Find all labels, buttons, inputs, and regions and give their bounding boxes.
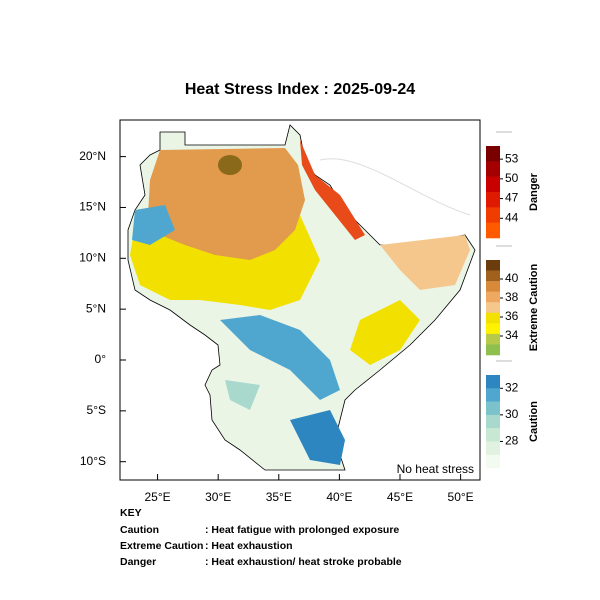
x-tick-label: 45°E (387, 490, 413, 504)
y-tick-label: 15°N (79, 200, 106, 214)
key: KEY Caution : Heat fatigue with prolonge… (120, 507, 402, 568)
heat-zone (290, 410, 345, 465)
colorbar-segment (486, 401, 500, 416)
colorbar-segment (486, 388, 500, 402)
colorbar-segment (486, 281, 500, 292)
heat-zone (380, 235, 470, 290)
annotation: No heat stress (397, 462, 474, 476)
key-desc: : Heat exhaustion/ heat stroke probable (205, 556, 402, 568)
colorbar-label: 28 (505, 434, 519, 448)
colorbar-segment (486, 260, 500, 271)
colorbar-label: 34 (505, 328, 519, 342)
heat-zone (218, 155, 242, 175)
colorbar-segment (486, 291, 500, 303)
colorbar-segment (486, 441, 500, 456)
heat-zone (350, 300, 420, 365)
key-term: Extreme Caution (120, 540, 203, 552)
y-tick-label: 10°S (80, 454, 106, 468)
colorbar-label: 40 (505, 271, 519, 285)
colorbar-segment (486, 270, 500, 282)
colorbar-label: 53 (505, 151, 519, 165)
x-tick-label: 35°E (266, 490, 292, 504)
x-tick-label: 30°E (205, 490, 231, 504)
colorbar-label: 50 (505, 171, 519, 185)
colorbar-label: 32 (505, 380, 519, 394)
y-tick-label: 5°S (87, 403, 106, 417)
y-tick-label: 20°N (79, 149, 106, 163)
colorbar-segment (486, 161, 500, 177)
y-tick-label: 10°N (79, 250, 106, 264)
colorbar-label: 47 (505, 191, 519, 205)
x-tick-label: 25°E (144, 490, 170, 504)
colorbar-segment (486, 176, 500, 193)
heat-zone (300, 140, 365, 240)
colorbar-segment (486, 207, 500, 223)
heat-zone (148, 148, 305, 260)
key-term: Danger (120, 556, 156, 568)
colorbar-title: Caution (528, 401, 540, 442)
heat-zone (220, 315, 340, 400)
colorbar-segment (486, 323, 500, 335)
key-term: Caution (120, 524, 159, 536)
title: Heat Stress Index : 2025-09-24 (185, 81, 415, 98)
y-tick-label: 0° (95, 352, 107, 366)
heat-zone (225, 380, 260, 410)
colorbar-title: Extreme Caution (528, 264, 540, 352)
colorbar-segment (486, 146, 500, 162)
colorbar-segment (486, 302, 500, 314)
x-tick-label: 40°E (326, 490, 352, 504)
colorbar-segment (486, 428, 500, 442)
colorbar-segment (486, 414, 500, 429)
colorbar-label: 30 (505, 407, 519, 421)
colorbar-segment (486, 454, 500, 469)
coast (319, 158, 471, 216)
y-tick-label: 5°N (86, 301, 106, 315)
colorbar-label: 36 (505, 309, 519, 323)
colorbar-segment (486, 192, 500, 208)
key-title: KEY (120, 507, 142, 519)
colorbar-label: 44 (505, 210, 519, 224)
heat-zone (132, 205, 175, 245)
colorbar-segment (486, 222, 500, 239)
colorbar-segment (486, 312, 500, 324)
colorbar-segment (486, 344, 500, 356)
key-desc: : Heat fatigue with prolonged exposure (205, 524, 399, 536)
key-desc: : Heat exhaustion (205, 540, 293, 552)
colorbar-label: 38 (505, 290, 519, 304)
x-tick-label: 50°E (448, 490, 474, 504)
colorbar-segment (486, 333, 500, 345)
colorbar-title: Danger (528, 172, 540, 211)
map-area: No heat stress (119, 119, 481, 481)
colorbar-segment (486, 375, 500, 389)
